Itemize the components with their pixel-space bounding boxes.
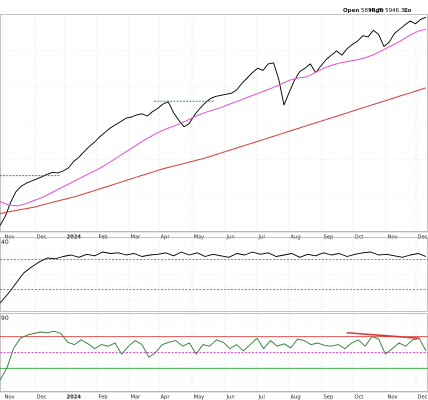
month-tick-label: Dec <box>418 395 428 400</box>
month-tick-label: Jul <box>258 395 265 400</box>
month-tick-label: Dec <box>37 395 47 400</box>
panels-layer: Nov Dec 2024 Feb Mar Apr May Jun Jul Aug Sep Oct Nov… <box>0 14 428 400</box>
high-readout: High 5946.37 <box>369 8 408 14</box>
month-tick-label: Mar <box>131 395 142 400</box>
open-readout: Open 5897.20 <box>343 8 384 14</box>
month-tick-label: Apr <box>161 395 171 400</box>
month-tick-label: May <box>194 395 205 400</box>
chart-panel-price: Nov Dec 2024 Feb Mar Apr May Jun Jul Aug Sep Oct Nov… <box>0 14 428 241</box>
month-axis-bar <box>0 232 428 240</box>
divergence-trendline <box>346 331 420 340</box>
series-line-indicator <box>0 330 427 381</box>
month-tick-label: Nov <box>388 395 398 400</box>
month-tick-label: 2024 <box>67 395 82 400</box>
month-tick-label: Aug <box>291 395 301 400</box>
month-tick-label: Oct <box>355 395 364 400</box>
month-tick-label: Nov <box>5 395 15 400</box>
series-line-price <box>0 16 427 226</box>
ohlc-header: Open 5897.20 High 5946.37 Lo <box>0 0 428 14</box>
month-tick-label: Jun <box>226 395 235 400</box>
indicator-edge-label: 90 <box>1 315 9 322</box>
indicator-edge-label: 40 <box>1 239 9 246</box>
series-line-moving-average-short <box>0 28 427 207</box>
month-tick-label: Feb <box>99 395 109 400</box>
series-line-indicator <box>0 251 427 304</box>
low-readout: Lo <box>404 8 412 14</box>
month-tick-label: Sep <box>324 395 334 400</box>
chart-panel-indicator-1: 40 <box>0 237 428 312</box>
series-line-moving-average-long <box>0 87 427 215</box>
chart-panel-indicator-2: 90 Nov Dec 2024 Feb Mar Apr May Jun Jul Aug Sep Oct N… <box>0 313 428 400</box>
month-axis-bar <box>0 392 428 400</box>
